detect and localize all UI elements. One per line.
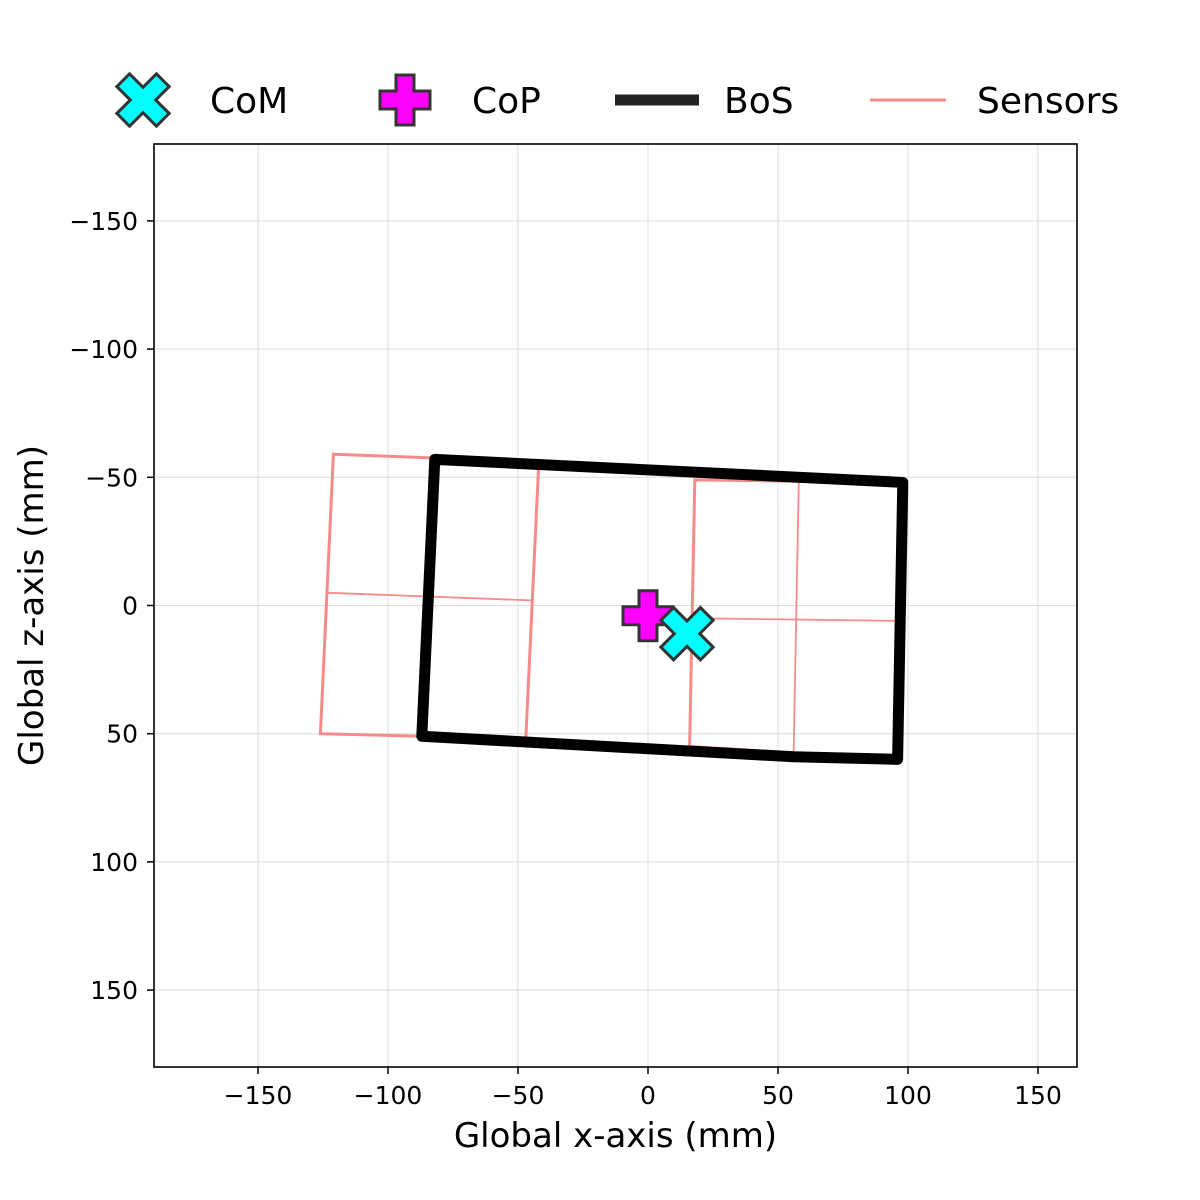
legend-cop-icon bbox=[378, 73, 432, 127]
markers-layer bbox=[621, 589, 716, 662]
y-axis-title: Global z-axis (mm) bbox=[12, 445, 52, 766]
y-tick-label: 50 bbox=[106, 720, 138, 749]
legend-item-sensors: Sensors bbox=[870, 81, 1119, 122]
grid-layer bbox=[154, 144, 1077, 1067]
x-tick-label: −50 bbox=[492, 1081, 545, 1110]
legend-com-icon bbox=[114, 71, 172, 129]
y-tick-label: −50 bbox=[85, 463, 138, 492]
x-tick-label: 150 bbox=[1014, 1081, 1062, 1110]
legend: CoM CoP BoS Sensors bbox=[114, 71, 1119, 129]
cop-marker bbox=[621, 589, 675, 643]
sensor-divider bbox=[699, 617, 901, 622]
x-tick-label: 50 bbox=[762, 1081, 794, 1110]
y-tick-label: 0 bbox=[122, 592, 138, 621]
legend-item-com: CoM bbox=[114, 71, 288, 129]
y-tick-label: 150 bbox=[90, 976, 138, 1005]
sensor-divider bbox=[792, 479, 800, 755]
x-tick-label: −100 bbox=[354, 1081, 423, 1110]
ticks-layer: −150 −100 −50 0 50 100 150 −150 −100 −50 0 50 100 150 bbox=[69, 207, 1062, 1110]
legend-label: CoM bbox=[210, 81, 288, 122]
x-tick-label: 100 bbox=[884, 1081, 932, 1110]
sensors-layer bbox=[318, 452, 905, 761]
y-tick-label: −150 bbox=[69, 207, 138, 236]
bos-polygon bbox=[416, 453, 909, 765]
bos-layer bbox=[416, 453, 909, 765]
legend-label: BoS bbox=[724, 81, 794, 122]
legend-label: CoP bbox=[472, 81, 541, 122]
y-tick-label: 100 bbox=[90, 848, 138, 877]
x-tick-label: 0 bbox=[640, 1081, 656, 1110]
com-marker bbox=[658, 605, 716, 662]
legend-label: Sensors bbox=[977, 81, 1119, 122]
y-tick-label: −100 bbox=[69, 335, 138, 364]
legend-item-bos: BoS bbox=[615, 81, 794, 122]
x-tick-label: −150 bbox=[224, 1081, 293, 1110]
x-axis-title: Global x-axis (mm) bbox=[454, 1116, 777, 1156]
legend-item-cop: CoP bbox=[378, 73, 541, 127]
